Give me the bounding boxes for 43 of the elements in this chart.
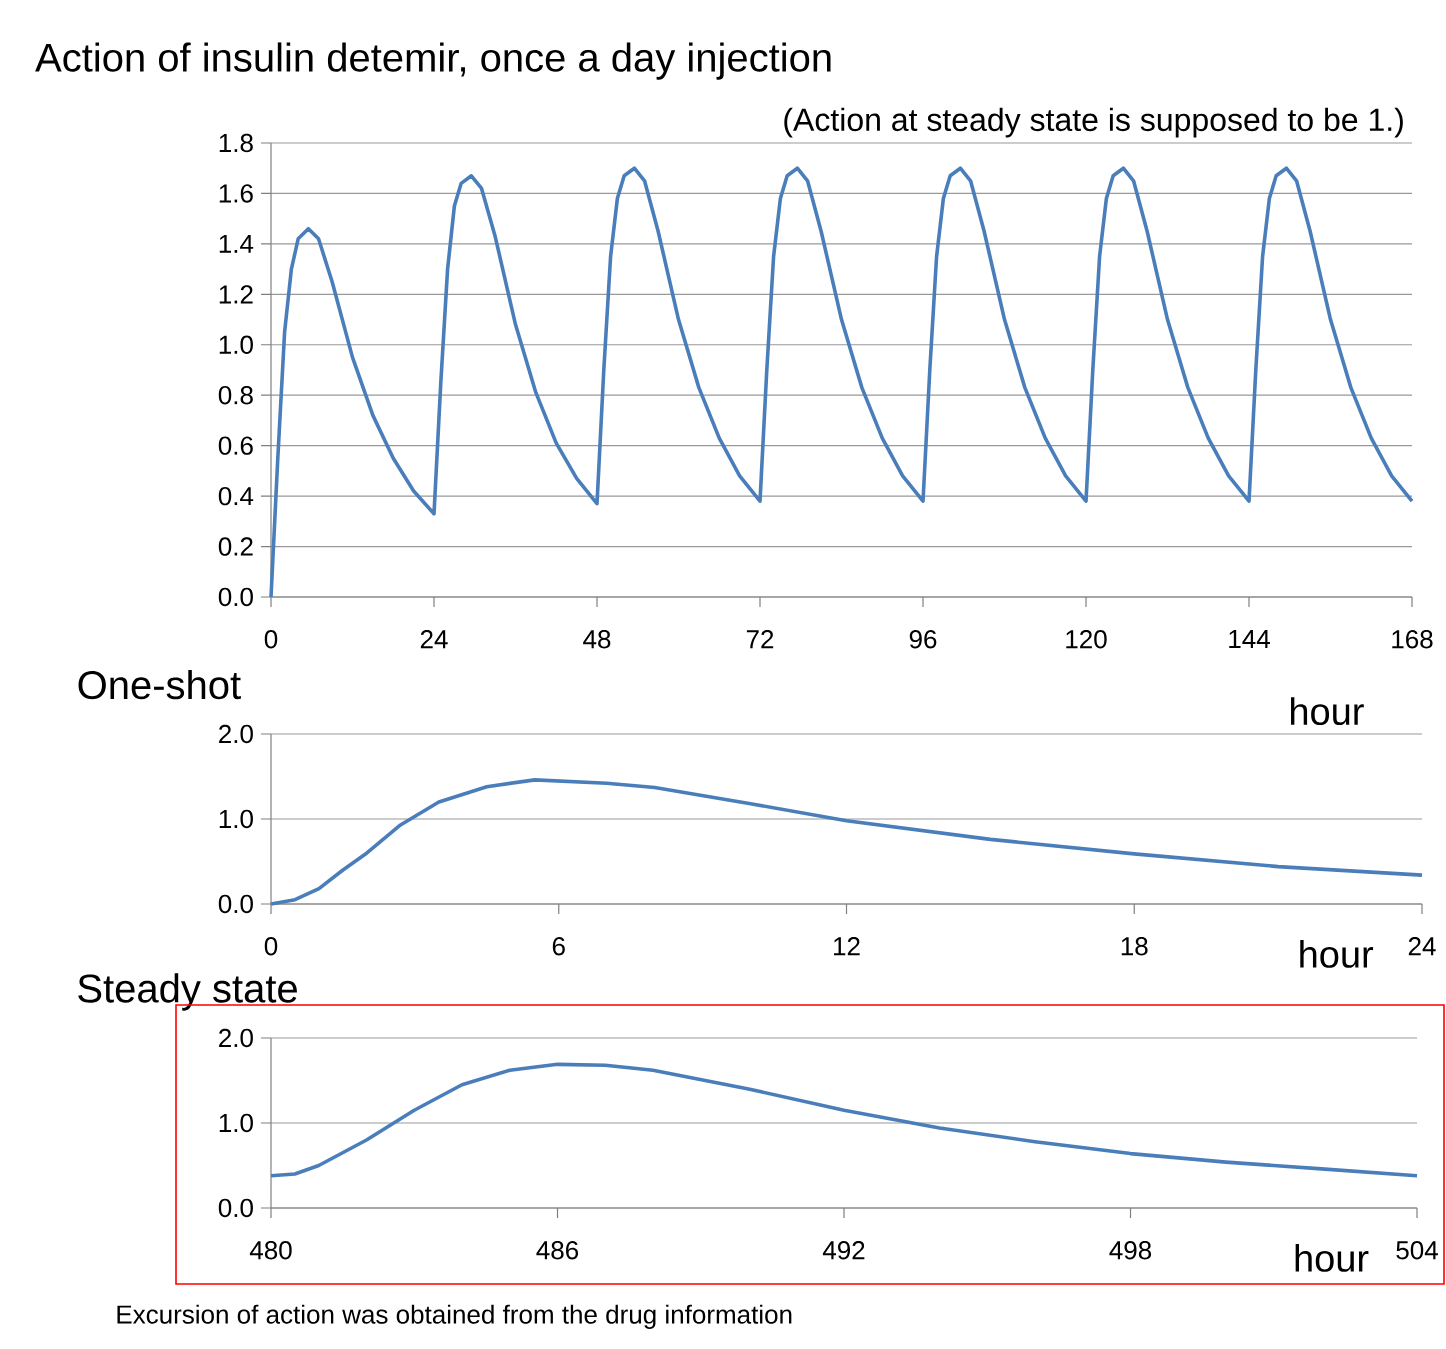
line-series — [269, 1062, 1419, 1178]
y-tick-label: 0.0 — [218, 587, 253, 607]
y-tick-label: 1.8 — [219, 133, 253, 153]
x-tick-label: 24 — [420, 630, 448, 649]
x-tick-label: 72 — [746, 630, 774, 649]
y-tick-label: 0.8 — [218, 386, 253, 405]
x-tick-label: 504 — [1396, 1241, 1438, 1260]
x-tick-label: 480 — [249, 1241, 292, 1260]
x-tick-label: 168 — [1392, 630, 1433, 649]
x-tick-label: 144 — [1229, 630, 1270, 648]
chart-title: Steady state — [78, 973, 297, 1011]
y-tick-label: 1.0 — [219, 335, 253, 354]
y-tick-label: 0.0 — [218, 894, 253, 914]
x-tick-label: 6 — [552, 937, 565, 956]
x-tick-label: 492 — [822, 1241, 865, 1260]
x-tick-label: 498 — [1109, 1241, 1152, 1260]
x-tick-label: 24 — [1408, 937, 1436, 956]
y-tick-label: 1.0 — [219, 809, 253, 829]
x-tick-label: 486 — [536, 1241, 579, 1260]
y-tick-label: 1.6 — [219, 184, 253, 203]
y-tick-label: 0.4 — [218, 486, 254, 506]
x-axis-title: hour — [1300, 939, 1374, 968]
x-tick-label: 0 — [264, 937, 278, 956]
x-tick-label: 96 — [909, 630, 937, 649]
chart-subtitle: (Action at steady state is supposed to be 1.) — [784, 107, 1403, 138]
y-tick-label: 1.4 — [219, 234, 254, 253]
y-tick-label: 1.2 — [219, 285, 253, 304]
y-tick-label: 0.0 — [218, 1198, 253, 1218]
x-tick-label: 48 — [583, 630, 611, 649]
y-tick-label: 2.0 — [219, 724, 253, 744]
text: Excursion of action was obtained from the drug information — [117, 1304, 792, 1329]
chart-title: One-shot — [78, 669, 241, 700]
x-tick-label: 0 — [264, 630, 278, 649]
y-tick-label: 1.0 — [219, 1113, 253, 1133]
x-axis-title: hour — [1295, 1243, 1369, 1272]
x-tick-label: 12 — [834, 937, 860, 956]
y-tick-label: 0.6 — [218, 436, 253, 455]
x-tick-label: 120 — [1066, 630, 1107, 649]
x-tick-label: 18 — [1121, 937, 1148, 956]
y-tick-label: 0.2 — [218, 537, 253, 556]
chart-title: Action of insulin detemir, once a day injection — [35, 42, 831, 80]
y-tick-label: 2.0 — [219, 1028, 253, 1048]
x-axis-title: hour — [1291, 697, 1364, 726]
